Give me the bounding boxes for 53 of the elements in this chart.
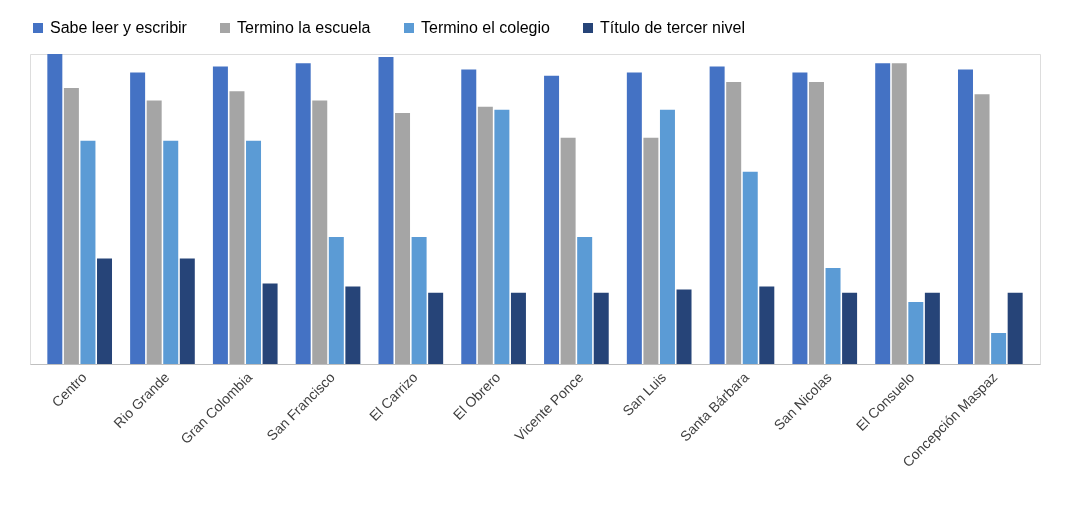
bar [577,236,593,364]
bar [262,283,278,364]
bar [395,112,411,364]
bar [295,63,311,364]
bar [659,109,675,364]
bar [560,137,576,364]
bar [328,236,344,364]
bar [428,292,444,364]
bar [246,140,262,364]
bar [1007,292,1023,364]
bar [179,258,195,364]
bar [891,63,907,364]
bar [759,286,775,364]
bar [808,81,824,364]
bar [130,72,146,364]
bar [726,81,742,364]
bar [229,91,245,364]
bar [477,106,493,364]
bar [924,292,940,364]
bar [676,289,692,364]
bar [825,267,841,364]
bar [626,72,642,364]
legend-label: Título de tercer nivel [600,19,745,36]
bar [792,72,808,364]
x-tick-label: San Luis [619,369,670,419]
bar [494,109,510,364]
bar [643,137,659,364]
legend-label: Termino la escuela [237,19,371,36]
bar [163,140,179,364]
legend-label: Termino el colegio [421,19,551,36]
bar [345,286,361,364]
bar [312,100,328,364]
bar [875,63,891,364]
bar [957,69,973,364]
bar [146,100,162,364]
bar [593,292,609,364]
bar [461,69,477,364]
bar [411,236,427,364]
bar [378,57,394,364]
bar [908,302,924,364]
bar [97,258,113,364]
bar [742,171,758,364]
bar [63,88,79,364]
bar [80,140,96,364]
bar [974,94,990,364]
bar [510,292,526,364]
bar [47,54,63,364]
bar [709,66,725,364]
bar [544,75,560,364]
bar [842,292,858,364]
bar [991,333,1007,364]
legend-label: Sabe leer y escribir [50,19,188,36]
bar [212,66,228,364]
